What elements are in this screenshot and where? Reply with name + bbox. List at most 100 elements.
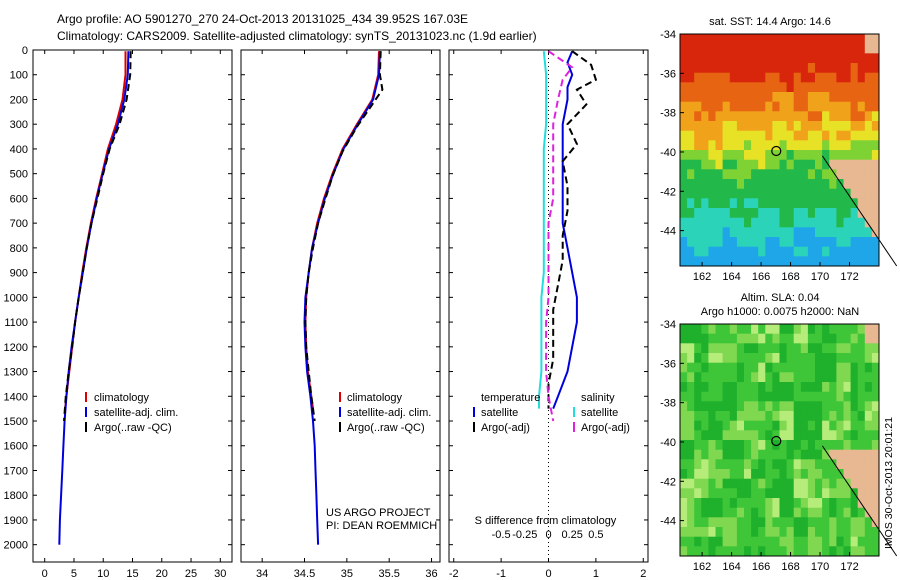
map-cell — [822, 179, 830, 190]
legend-label-argo: Argo(..raw -QC) — [347, 422, 425, 434]
map-cell — [715, 411, 724, 422]
map-cell — [871, 546, 880, 557]
y-tick-label: 600 — [10, 193, 28, 205]
map-cell — [793, 53, 802, 64]
map-cell — [736, 159, 745, 170]
map-cell — [758, 227, 766, 238]
map-cell — [857, 372, 866, 383]
map-cell — [800, 121, 809, 132]
map-cell — [722, 63, 731, 74]
map-cell — [765, 488, 773, 499]
map-cell — [772, 72, 780, 83]
x-tick-label-secondary: -0.5 — [492, 529, 511, 541]
map-cell — [701, 353, 709, 364]
map-cell — [694, 536, 702, 547]
map-cell — [687, 111, 695, 122]
map-cell — [793, 256, 802, 267]
map-cell — [687, 333, 695, 344]
map-cell — [765, 507, 773, 518]
map-cell — [779, 333, 788, 344]
map-cell — [786, 488, 795, 499]
map-cell — [800, 488, 809, 499]
map-cell — [694, 391, 702, 402]
map-cell — [722, 208, 731, 219]
map-cell — [807, 478, 816, 489]
map-cell — [807, 179, 816, 190]
map-cell — [744, 140, 752, 151]
map-cell — [793, 111, 802, 122]
map-cell — [815, 227, 823, 238]
map-cell — [765, 353, 773, 364]
map-cell — [786, 92, 795, 103]
map-cell — [829, 546, 837, 557]
map-cell — [758, 208, 766, 219]
map-cell — [779, 140, 788, 151]
map-cell — [751, 401, 759, 412]
map-cell — [822, 237, 830, 248]
map-cell — [736, 353, 745, 364]
x-tick-label: 0 — [42, 568, 48, 580]
map-cell — [836, 498, 844, 509]
map-cell — [694, 130, 702, 141]
map-cell — [864, 411, 873, 422]
map-cell — [680, 256, 688, 267]
map-cell — [807, 440, 816, 451]
map-cell — [758, 159, 766, 170]
map-cell — [850, 159, 859, 170]
map-cell — [815, 130, 823, 141]
map-cell — [708, 430, 716, 441]
map-cell — [836, 517, 844, 528]
map-cell — [715, 391, 724, 402]
map-cell — [758, 169, 766, 180]
map-cell — [772, 237, 780, 248]
map-cell — [793, 217, 802, 228]
x-tick-label: 34.5 — [294, 568, 315, 580]
map-cell — [871, 459, 880, 470]
map-cell — [680, 63, 688, 74]
map-cell — [857, 517, 866, 528]
map-cell — [722, 401, 731, 412]
map-cell — [836, 130, 844, 141]
map-cell — [871, 101, 880, 112]
map-cell — [864, 382, 873, 393]
map-cell — [829, 140, 837, 151]
map-cell — [829, 198, 837, 209]
map-cell — [779, 536, 788, 547]
map-cell — [807, 411, 816, 422]
map-cell — [751, 82, 759, 93]
map-cell — [822, 227, 830, 238]
map-cell — [758, 324, 766, 335]
map-cell — [836, 372, 844, 383]
map-cell — [751, 121, 759, 132]
difference-profile-panel: -2-1012T difference from climatologyS di… — [448, 49, 649, 580]
map-cell — [800, 101, 809, 112]
map-cell — [857, 140, 866, 151]
map-cell — [708, 72, 716, 83]
map-cell — [843, 92, 852, 103]
map-cell — [864, 72, 873, 83]
map-cell — [871, 343, 880, 354]
map-cell — [822, 517, 830, 528]
map-cell — [715, 353, 724, 364]
map-cell — [857, 507, 866, 518]
map-cell — [864, 237, 873, 248]
map-cell — [843, 34, 852, 45]
map-cell — [715, 362, 724, 373]
credit-project: US ARGO PROJECT — [326, 507, 431, 519]
map-cell — [829, 440, 837, 451]
map-cell — [864, 63, 873, 74]
map-cell — [722, 420, 731, 431]
map-cell — [850, 469, 859, 480]
map-cell — [864, 449, 873, 460]
map-cell — [786, 198, 795, 209]
map-cell — [793, 343, 802, 354]
map-cell — [836, 478, 844, 489]
map-cell — [687, 237, 695, 248]
map-cell — [772, 459, 780, 470]
map-cell — [722, 246, 731, 257]
map-cell — [751, 411, 759, 422]
map-cell — [800, 498, 809, 509]
map-cell — [843, 362, 852, 373]
map-cell — [736, 150, 745, 161]
map-cell — [772, 391, 780, 402]
